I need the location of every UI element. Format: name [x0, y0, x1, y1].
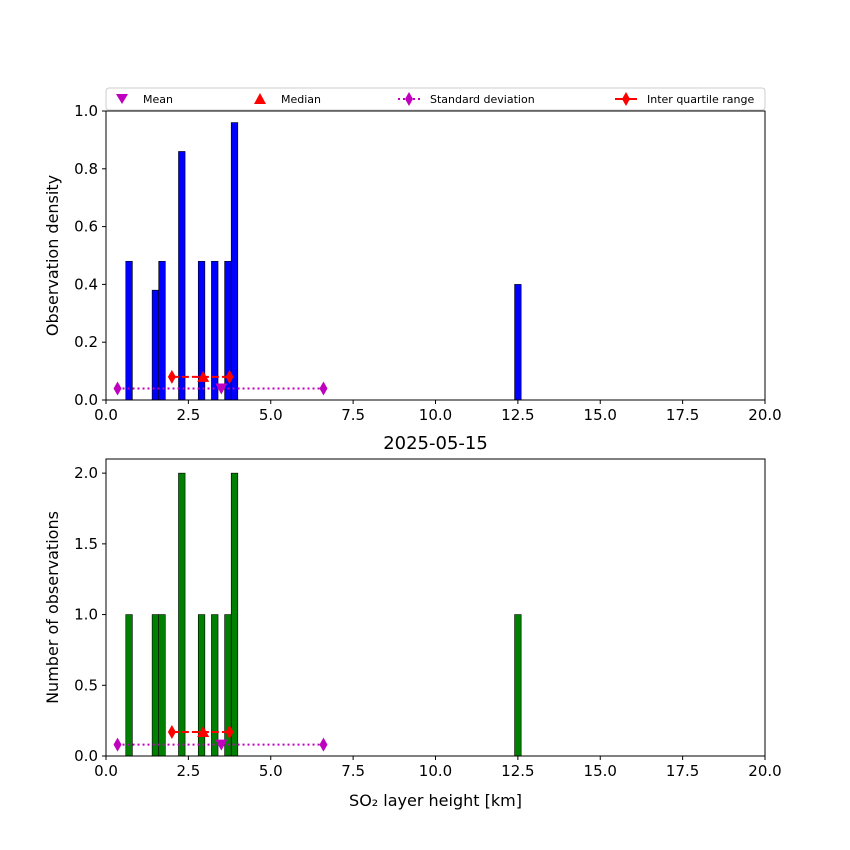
top-bar: [230, 122, 239, 401]
top-std-dev-diamond: [319, 381, 328, 396]
legend-label-mean: Mean: [143, 93, 173, 106]
top-bar: [125, 260, 133, 401]
legend-label-median: Median: [281, 93, 321, 106]
top-bar: [151, 289, 160, 401]
bottom-iqr-diamond: [167, 724, 176, 739]
bottom-bar: [514, 614, 522, 757]
bottom-x-tick-label: 20.0: [748, 762, 781, 780]
top-median-marker: [197, 370, 210, 382]
bottom-bars-group: [125, 472, 522, 757]
bottom-x-tick-label: 17.5: [666, 762, 699, 780]
bottom-std-dev-diamond: [113, 737, 122, 752]
bottom-bar: [178, 472, 186, 757]
bottom-y-tick-label: 1.5: [74, 535, 98, 553]
top-y-tick-label: 0.4: [74, 275, 98, 293]
legend-box: [105, 87, 766, 111]
bottom-panel: 2025-05-15 0.0 2.5 5.0 7.5 10.0 12.5 15.0 17.5 2…: [43, 433, 782, 810]
bottom-y-axis-label: Number of observations: [43, 511, 62, 704]
bottom-x-tick-label: 7.5: [341, 762, 365, 780]
top-x-tick-label: 2.5: [176, 406, 200, 424]
bottom-median-marker: [197, 725, 210, 737]
top-x-tick-label: 15.0: [584, 406, 617, 424]
top-y-axis-label: Observation density: [43, 175, 62, 336]
top-bar: [178, 151, 186, 401]
bottom-x-tick-label: 5.0: [259, 762, 283, 780]
bottom-bar: [230, 472, 239, 757]
triangle-down-marker-icon: [116, 94, 128, 104]
top-x-ticks: 0.0 2.5 5.0 7.5 10.0 12.5 15.0 17.5 20.0: [94, 400, 782, 424]
top-x-tick-label: 10.0: [419, 406, 452, 424]
legend-label-std-dev: Standard deviation: [430, 93, 535, 106]
bottom-y-tick-label: 0.5: [74, 676, 98, 694]
top-y-tick-label: 0.8: [74, 160, 98, 178]
top-iqr-diamond: [167, 369, 176, 384]
legend-entry-std-dev: Standard deviation: [398, 92, 535, 106]
top-bar: [211, 260, 219, 401]
bottom-y-ticks: 0.0 0.5 1.0 1.5 2.0: [74, 464, 106, 765]
top-x-tick-label: 5.0: [259, 406, 283, 424]
top-bar: [514, 284, 522, 401]
bottom-x-tick-label: 2.5: [176, 762, 200, 780]
top-y-tick-label: 0.2: [74, 333, 98, 351]
bottom-y-tick-label: 1.0: [74, 606, 98, 624]
bottom-x-tick-label: 12.5: [501, 762, 534, 780]
top-stat-markers-group: [113, 369, 328, 396]
legend-entry-iqr: Inter quartile range: [615, 92, 754, 106]
legend-entry-median: Median: [254, 93, 321, 106]
top-x-tick-label: 20.0: [748, 406, 781, 424]
legend-entry-mean: Mean: [116, 93, 173, 106]
bottom-bar: [151, 614, 160, 757]
top-bar: [158, 260, 166, 401]
top-y-ticks: 0.0 0.2 0.4 0.6 0.8 1.0: [74, 102, 106, 409]
bottom-panel-title: 2025-05-15: [383, 433, 488, 454]
top-iqr-diamond: [225, 369, 234, 384]
bottom-x-tick-label: 10.0: [419, 762, 452, 780]
bottom-bar: [158, 614, 166, 757]
legend-label-iqr: Inter quartile range: [647, 93, 754, 106]
top-std-dev-diamond: [113, 381, 122, 396]
top-y-tick-label: 0.0: [74, 391, 98, 409]
top-y-tick-label: 1.0: [74, 102, 98, 120]
bottom-y-tick-label: 0.0: [74, 747, 98, 765]
top-x-tick-label: 17.5: [666, 406, 699, 424]
bottom-mean-marker: [215, 739, 228, 751]
bottom-x-tick-label: 0.0: [94, 762, 118, 780]
legend: Mean Median Standard deviation Inter qua…: [105, 87, 766, 111]
bottom-y-tick-label: 2.0: [74, 464, 98, 482]
top-y-tick-label: 0.6: [74, 218, 98, 236]
bottom-iqr-diamond: [225, 724, 234, 739]
bottom-x-tick-label: 15.0: [584, 762, 617, 780]
bottom-bar: [125, 614, 133, 757]
triangle-up-marker-icon: [254, 93, 266, 104]
diamond-solid-line-icon: [622, 92, 630, 106]
top-mean-marker: [215, 383, 228, 395]
bottom-bar: [211, 614, 219, 757]
bottom-std-dev-diamond: [319, 737, 328, 752]
top-panel: 0.0 2.5 5.0 7.5 10.0 12.5 15.0 17.5 20.0 0.00.20…: [43, 87, 782, 424]
bottom-x-ticks: 0.0 2.5 5.0 7.5 10.0 12.5 15.0 17.5 20.0: [94, 756, 782, 780]
top-x-tick-label: 12.5: [501, 406, 534, 424]
top-x-tick-label: 7.5: [341, 406, 365, 424]
diamond-dotted-line-icon: [405, 92, 413, 106]
bottom-x-axis-label: SO₂ layer height [km]: [349, 791, 522, 810]
top-x-tick-label: 0.0: [94, 406, 118, 424]
bottom-stat-markers-group: [113, 724, 328, 752]
